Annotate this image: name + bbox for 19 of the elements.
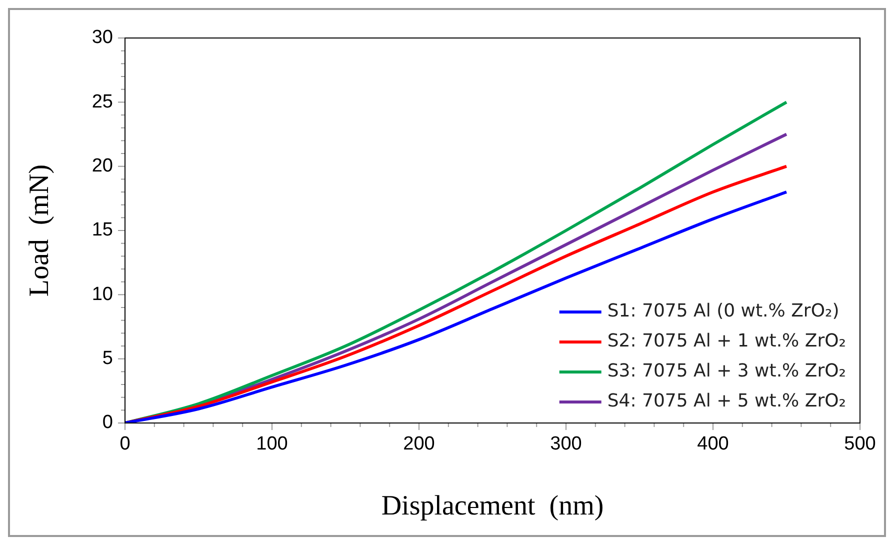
legend-label: S3: 7075 Al + 3 wt.% ZrO₂: [607, 360, 846, 382]
x-tick-label: 500: [844, 434, 876, 455]
x-tick-label: 0: [120, 434, 130, 455]
x-tick-label: 300: [550, 434, 582, 455]
y-tick-label: 25: [92, 91, 113, 112]
x-axis-title: Displacement (nm): [381, 490, 604, 522]
y-tick-label: 15: [92, 220, 113, 241]
y-tick-label: 0: [102, 412, 113, 434]
y-tick-label: 5: [102, 348, 113, 370]
y-tick-label: 30: [92, 27, 113, 48]
legend-label: S1: 7075 Al (0 wt.% ZrO₂): [607, 300, 840, 322]
legend-label: S4: 7075 Al + 5 wt.% ZrO₂: [607, 390, 846, 412]
x-tick-label: 200: [403, 434, 435, 455]
x-tick-label: 100: [256, 434, 288, 455]
legend-label: S2: 7075 Al + 1 wt.% ZrO₂: [607, 330, 846, 352]
y-tick-label: 10: [92, 284, 113, 305]
y-axis-title: Load (mN): [24, 164, 56, 297]
y-tick-label: 20: [92, 156, 113, 177]
x-tick-label: 400: [697, 434, 729, 455]
